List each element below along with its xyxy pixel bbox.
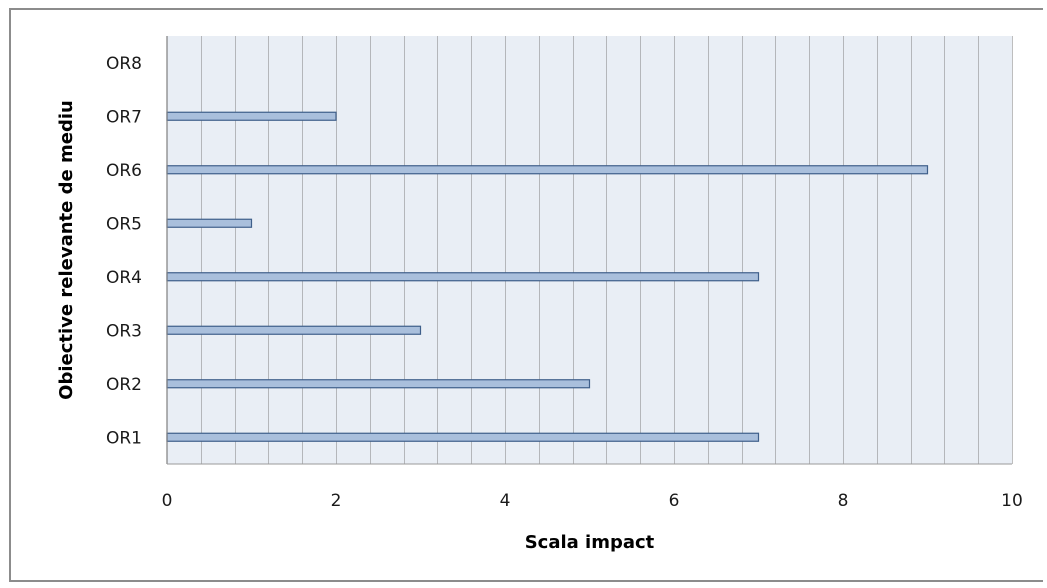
bar-or2 [166,379,591,389]
y-tick-label: OR7 [106,107,142,127]
bar-or7 [166,111,337,121]
y-tick-label: OR3 [106,321,142,341]
bar-or5 [166,218,253,228]
bar-or4 [166,272,760,282]
x-axis-title: Scala impact [525,532,655,553]
bar-or1 [166,432,760,442]
x-tick-label: 10 [1001,491,1023,511]
y-tick-labels: OR1 OR2 OR3 OR4 OR5 OR6 OR7 OR8 [106,54,142,449]
gridlines [201,36,1013,464]
plot-area [167,36,1012,464]
y-axis-title: Obiective relevante de mediu [56,100,77,400]
bar-or3 [166,325,422,335]
y-tick-label: OR8 [106,54,142,74]
x-tick-label: 0 [162,491,173,511]
y-tick-label: OR2 [106,375,142,395]
x-tick-label: 2 [331,491,342,511]
y-tick-label: OR5 [106,214,142,234]
y-tick-label: OR4 [106,268,142,288]
x-tick-label: 4 [500,491,511,511]
x-tick-labels: 0 2 4 6 8 10 [162,491,1023,511]
y-tick-label: OR6 [106,161,142,181]
x-tick-label: 8 [838,491,849,511]
x-tick-label: 6 [669,491,680,511]
bar-or6 [166,165,929,175]
y-tick-label: OR1 [106,428,142,448]
